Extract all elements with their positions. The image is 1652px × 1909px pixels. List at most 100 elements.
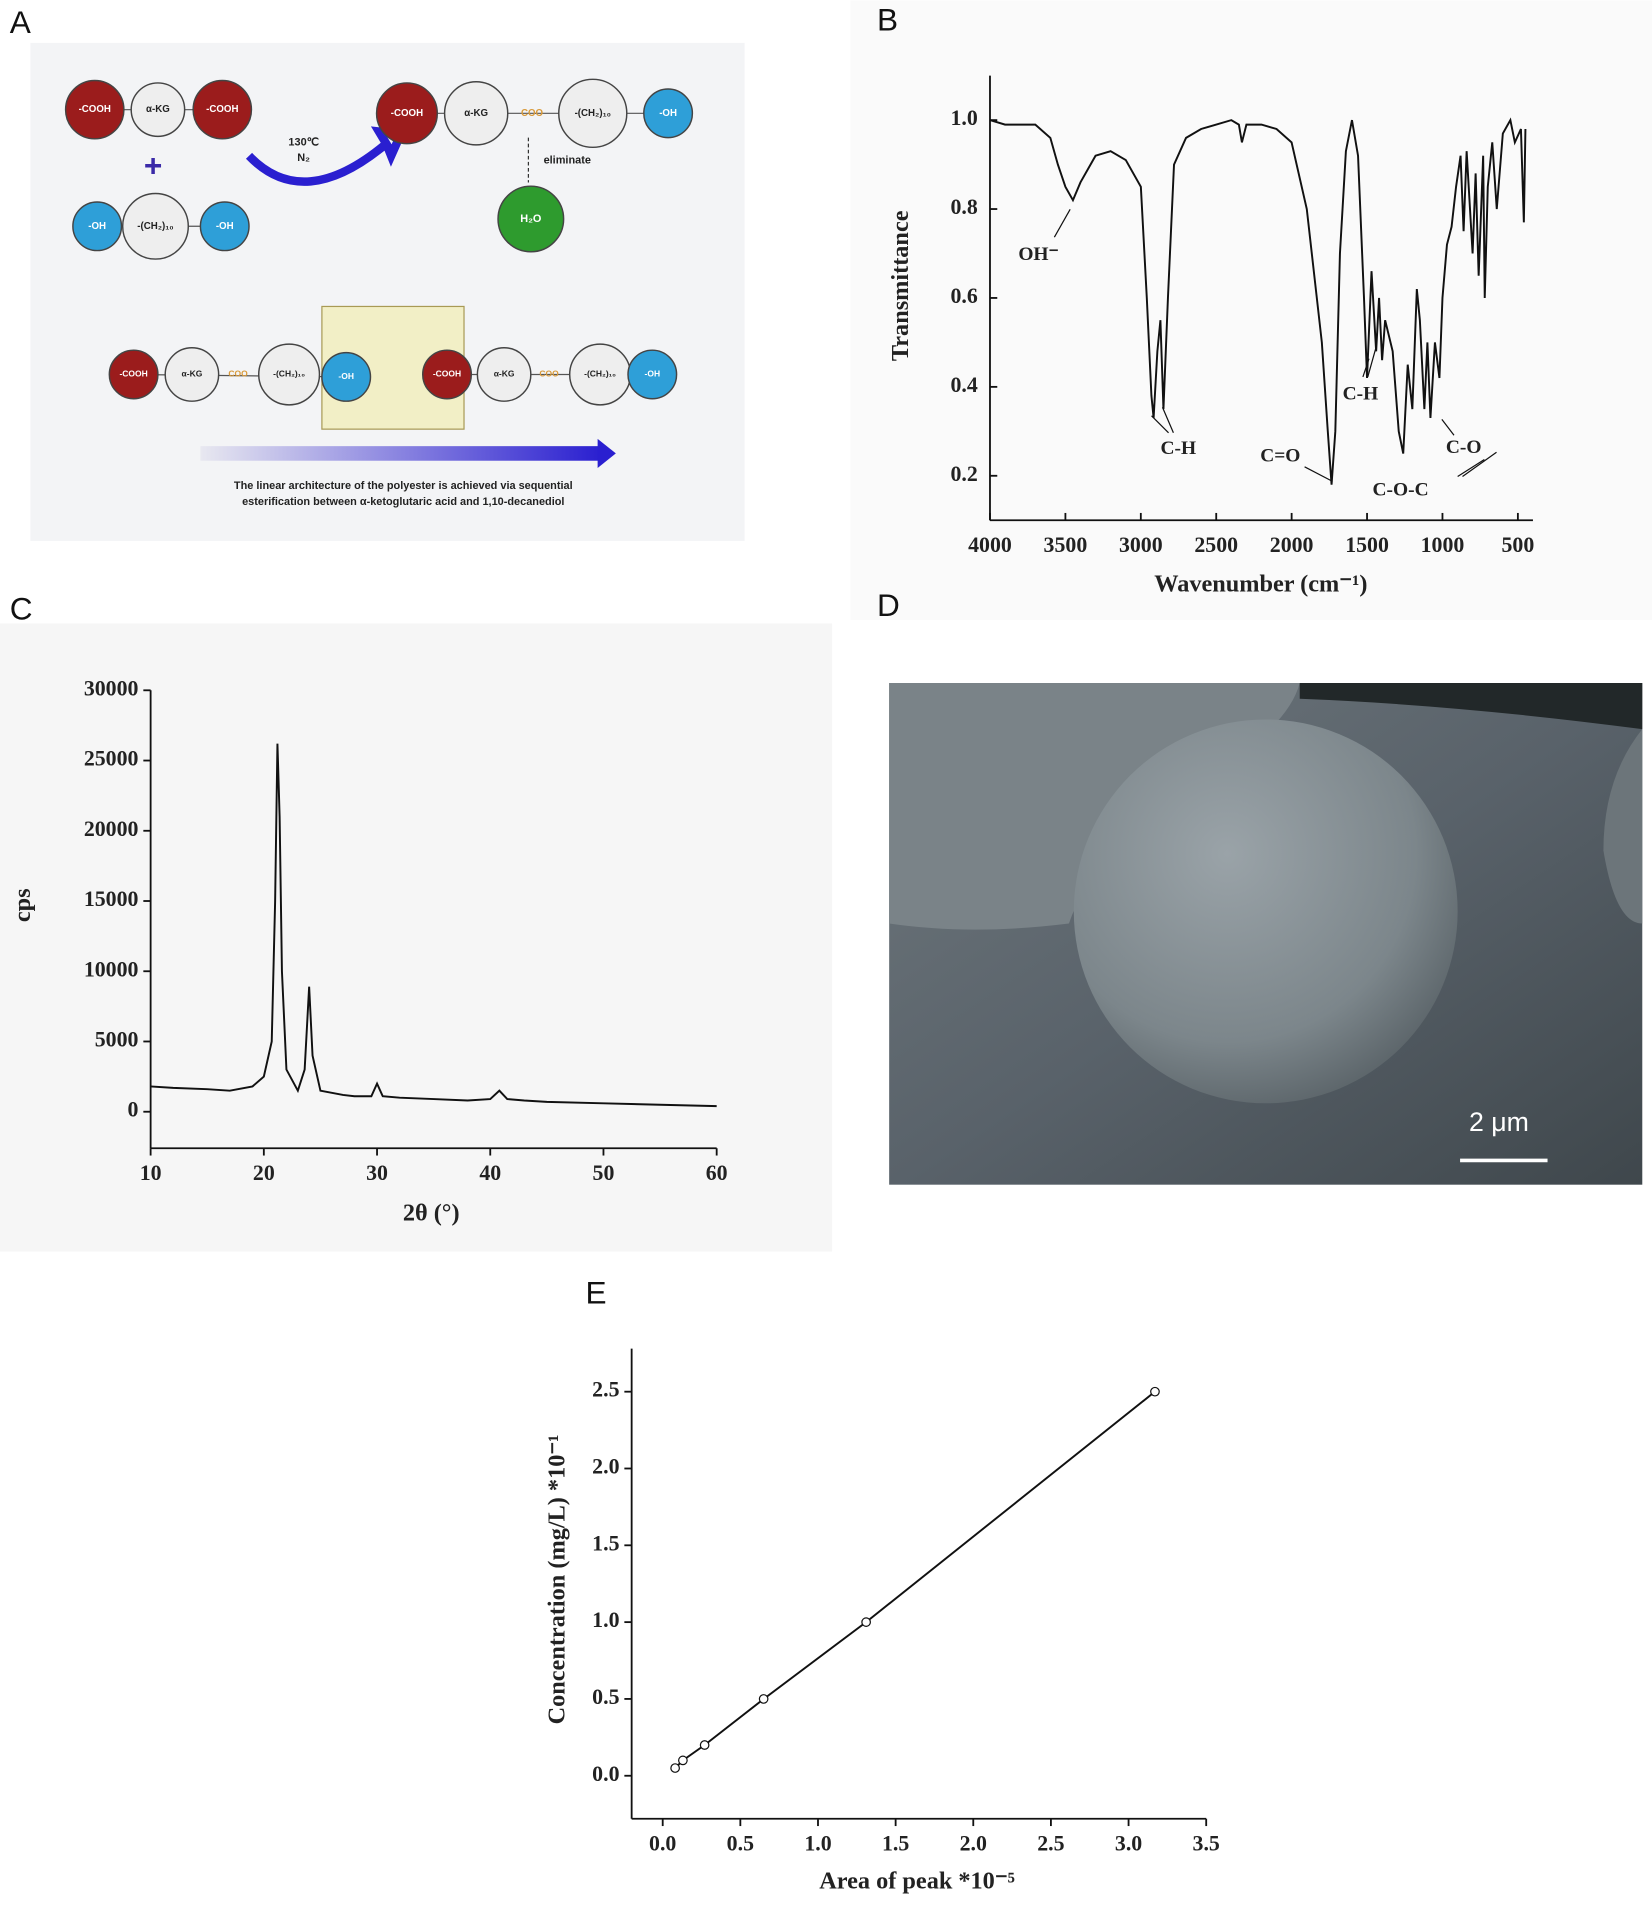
node-label: -COOH: [79, 104, 111, 115]
x-tick-label: 3500: [1044, 533, 1088, 557]
data-point: [670, 1763, 680, 1773]
molecule-node: [108, 349, 159, 400]
y-tick-label: 0.4: [951, 373, 978, 397]
molecule-node: [121, 192, 190, 260]
node-label: eliminate: [544, 155, 591, 167]
data-line: [989, 117, 1527, 485]
y-tick-label: 15000: [84, 887, 139, 911]
node-label: -(CH₂)₁₀: [584, 369, 616, 379]
x-tick-label: 3000: [1119, 533, 1163, 557]
molecule-node: [130, 82, 186, 138]
y-tick-label: 2.0: [592, 1455, 619, 1479]
scale-bar-label: 2 μm: [1469, 1107, 1529, 1137]
y-tick-label: 5000: [95, 1028, 139, 1052]
sem-gap: [1299, 683, 1643, 730]
panel-label: E: [585, 1275, 606, 1311]
x-tick-label: 2.0: [960, 1832, 987, 1856]
diagram-caption: esterification between α-ketoglutaric ac…: [242, 496, 564, 508]
panel-c-background: [0, 623, 833, 1252]
x-tick-label: 3.5: [1193, 1832, 1220, 1856]
x-axis-label: Wavenumber (cm⁻¹): [1154, 570, 1367, 597]
molecule-node: [497, 185, 565, 253]
x-tick-label: 1500: [1345, 533, 1389, 557]
diagram-caption: The linear architecture of the polyester…: [234, 480, 573, 492]
molecule-node: [558, 78, 628, 149]
x-axis-label: 2θ (°): [403, 1200, 460, 1227]
panel-label: B: [877, 2, 898, 38]
y-tick-label: 0.6: [951, 284, 978, 308]
y-axis-label: Transmittance: [887, 210, 914, 361]
node-label: -(CH₂)₁₀: [137, 221, 173, 232]
node-label: α-KG: [146, 104, 170, 115]
node-label: +: [144, 147, 162, 183]
peak-annotation: C-O-C: [1373, 480, 1429, 501]
node-label: -OH: [216, 221, 234, 232]
panel-label: A: [10, 4, 31, 40]
x-tick-label: 2500: [1194, 533, 1238, 557]
molecule-node: [643, 88, 694, 139]
molecule-node: [321, 351, 372, 402]
sem-particle: [1603, 729, 1643, 924]
data-point: [678, 1755, 688, 1766]
node-label: α-KG: [182, 369, 203, 379]
y-tick-label: 1.0: [592, 1608, 619, 1632]
x-tick-label: 500: [1501, 533, 1534, 557]
data-line: [674, 1390, 1156, 1769]
panel-label: C: [10, 591, 33, 627]
y-tick-label: 0.5: [592, 1685, 619, 1709]
peak-annotation: C-O: [1446, 437, 1482, 458]
sem-image: 2 μm: [889, 683, 1643, 1185]
y-axis-label: cps: [9, 888, 36, 922]
annotation-arrow: [1304, 466, 1333, 482]
progress-arrow: [200, 446, 602, 461]
node-label: COO: [521, 108, 544, 119]
peak-annotation: C-H: [1343, 384, 1379, 405]
node-label: COO: [539, 369, 559, 379]
annotation-arrow: [1362, 358, 1370, 378]
y-tick-label: 20000: [84, 817, 139, 841]
node-label: -COOH: [119, 369, 147, 379]
y-tick-label: 10000: [84, 957, 139, 981]
data-point: [1150, 1386, 1160, 1397]
x-tick-label: 4000: [968, 533, 1012, 557]
x-tick-label: 30: [366, 1161, 388, 1185]
data-line: [150, 743, 717, 1108]
annotation-arrow: [1151, 415, 1169, 434]
annotation-arrow: [1462, 451, 1497, 478]
molecule-node: [64, 79, 125, 140]
node-label: α-KG: [494, 369, 515, 379]
x-tick-label: 2000: [1270, 533, 1314, 557]
annotation-arrow: [1441, 419, 1455, 436]
molecule-node: [72, 201, 123, 252]
panel-label: D: [877, 587, 900, 623]
x-tick-label: 50: [593, 1161, 615, 1185]
x-tick-label: 20: [253, 1161, 275, 1185]
x-tick-label: 0.0: [649, 1832, 676, 1856]
x-tick-label: 60: [706, 1161, 728, 1185]
reaction-arrow: [245, 126, 408, 186]
node-label: α-KG: [464, 108, 488, 119]
node-label: -OH: [88, 221, 106, 232]
data-point: [699, 1740, 710, 1750]
x-tick-label: 2.5: [1037, 1832, 1064, 1856]
peak-annotation: C-H: [1160, 438, 1196, 459]
x-tick-label: 10: [140, 1161, 162, 1185]
y-tick-label: 0: [128, 1098, 139, 1122]
data-point: [861, 1617, 871, 1627]
molecule-node: [164, 347, 220, 402]
node-label: -COOH: [433, 369, 461, 379]
node-label: 130℃: [288, 136, 319, 148]
x-tick-label: 1000: [1421, 533, 1465, 557]
annotation-arrow: [1161, 407, 1174, 434]
molecule-node: [476, 347, 532, 402]
sem-sphere: [1073, 719, 1458, 1104]
x-tick-label: 40: [479, 1161, 501, 1185]
x-axis-label: Area of peak *10⁻⁵: [819, 1868, 1015, 1895]
node-label: -(CH₂)₁₀: [575, 108, 611, 119]
annotation-arrow: [1367, 346, 1377, 378]
molecule-node: [192, 79, 253, 140]
molecule-node: [258, 343, 321, 406]
y-tick-label: 0.2: [951, 462, 978, 486]
node-label: H₂O: [520, 213, 542, 225]
